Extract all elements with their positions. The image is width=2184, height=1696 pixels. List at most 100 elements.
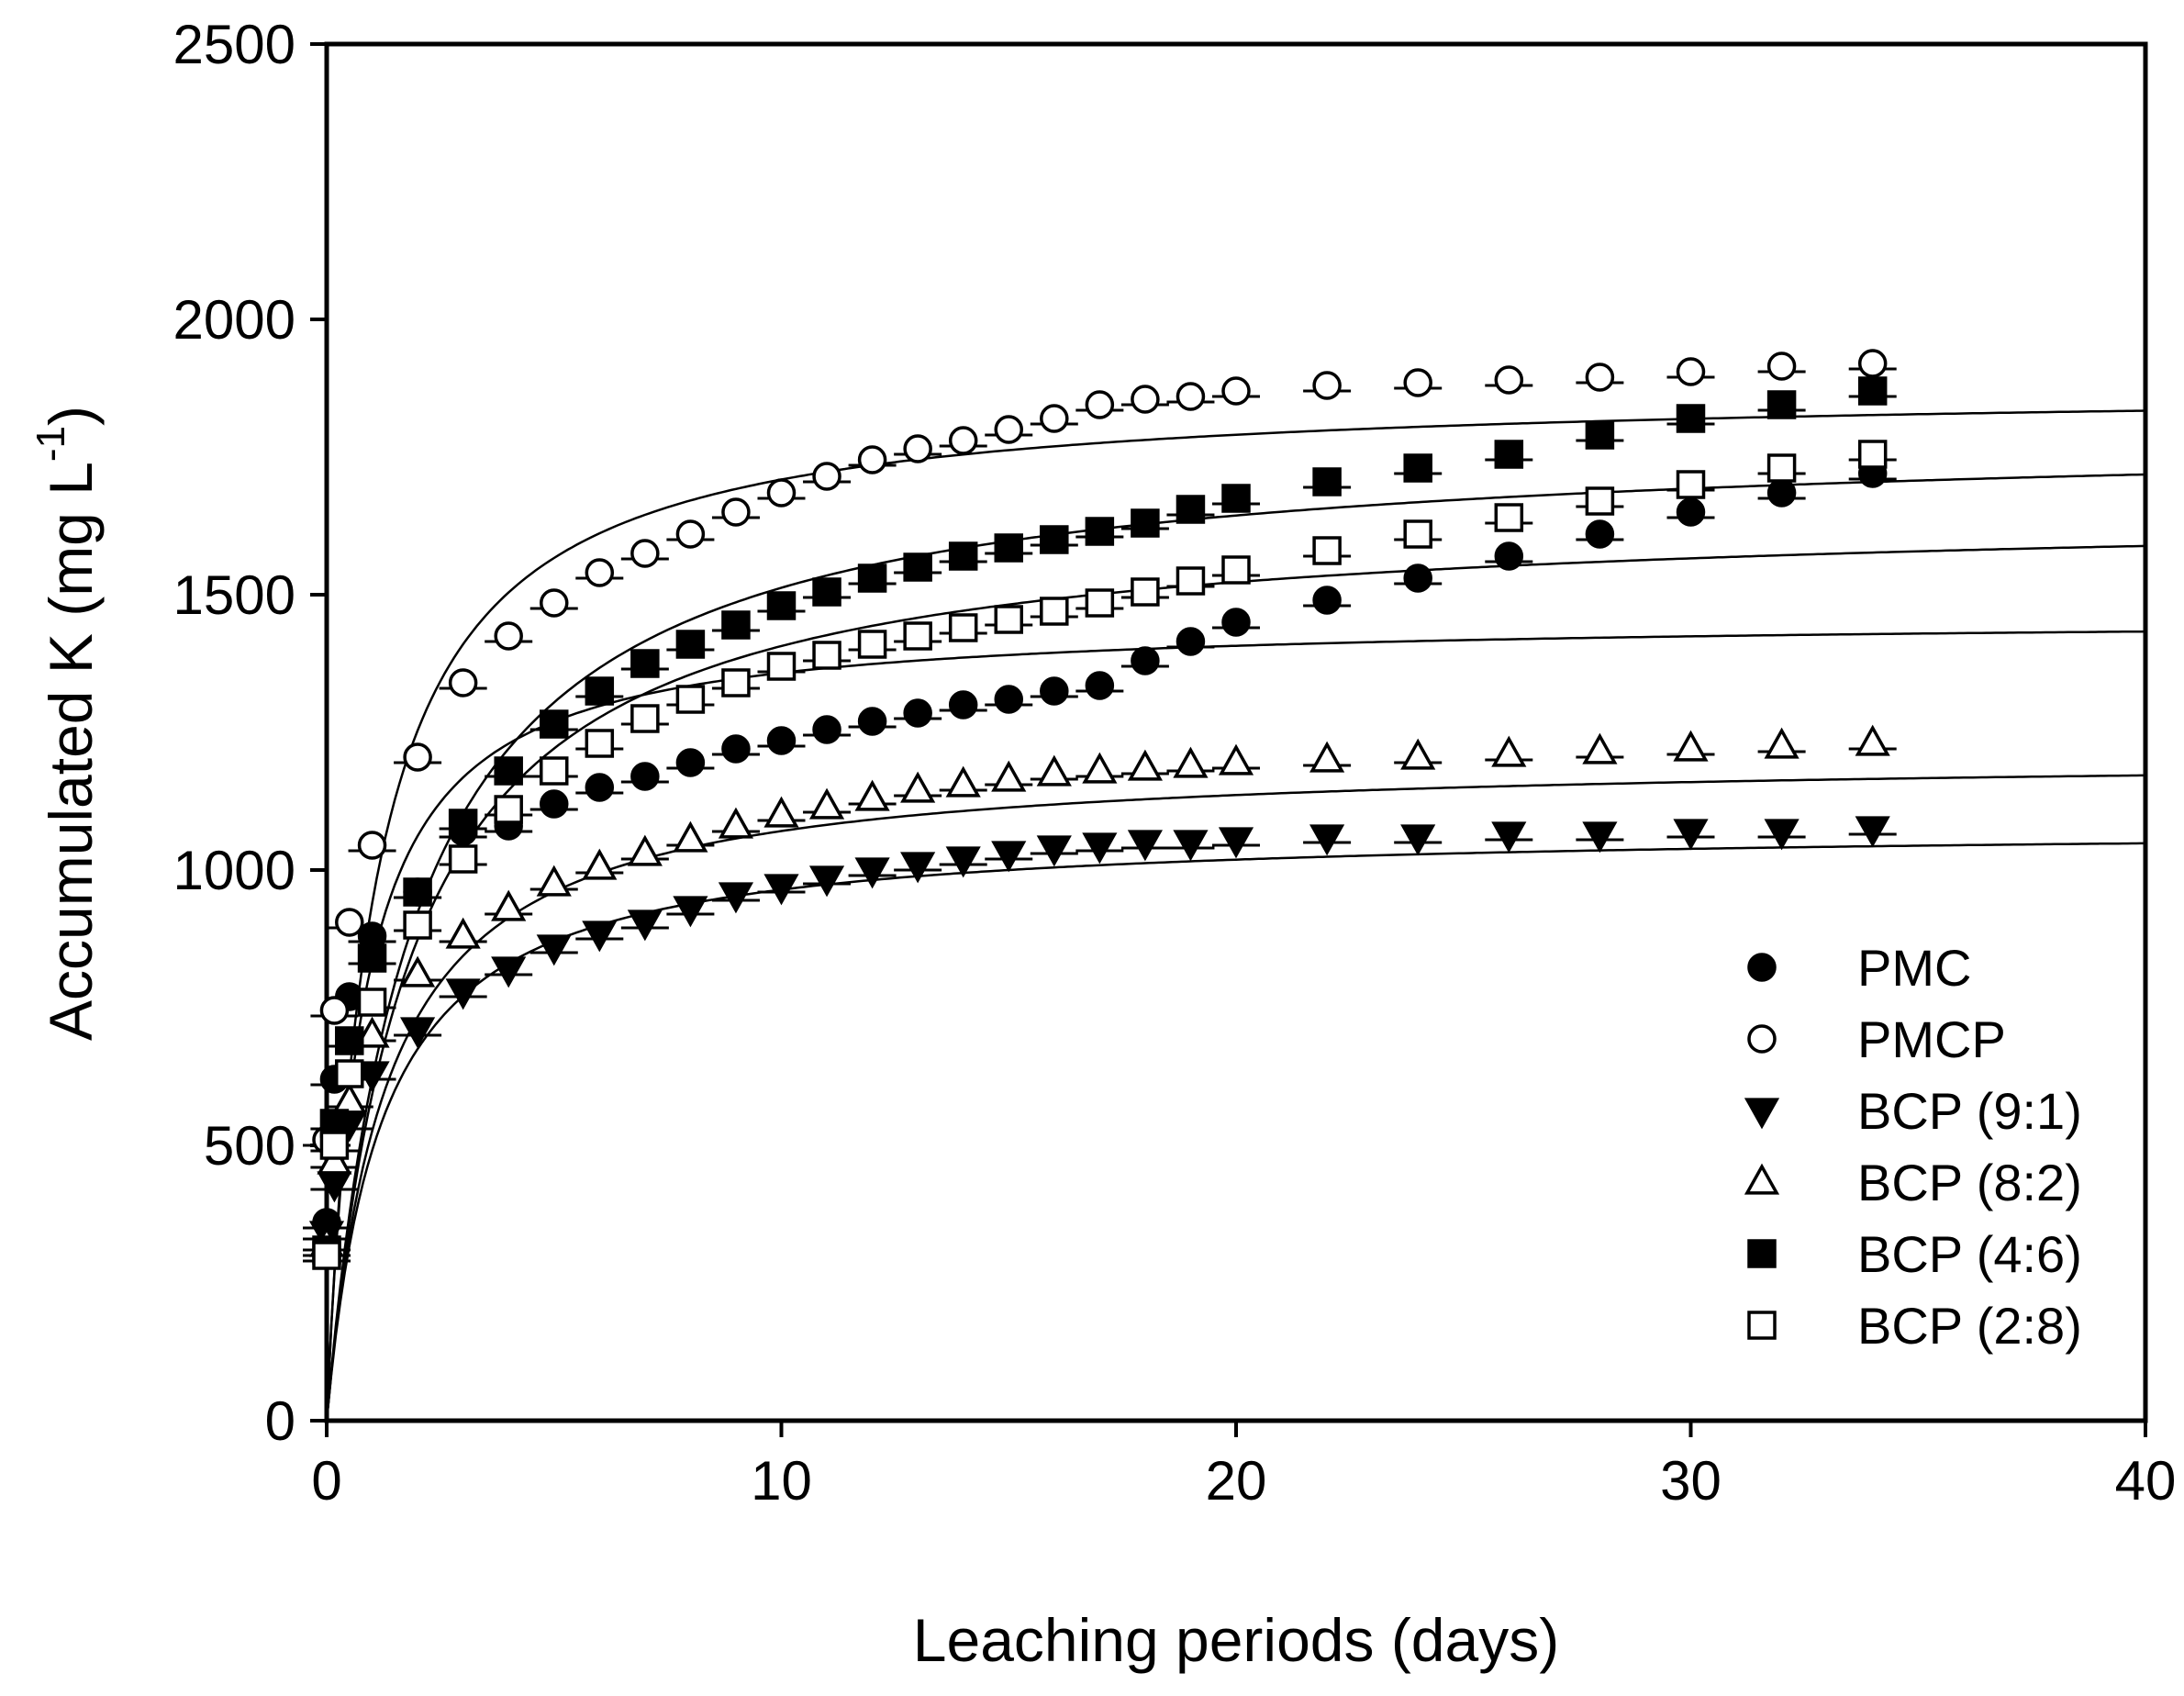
legend-marker-bcp-8-2 bbox=[1744, 1163, 1780, 1195]
y-tick-label: 2000 bbox=[173, 289, 295, 351]
point-bcp-9-1 bbox=[1173, 830, 1209, 862]
point-pmcp bbox=[630, 539, 660, 568]
x-tick-label: 40 bbox=[2115, 1450, 2177, 1512]
point-bcp-8-2 bbox=[718, 807, 754, 839]
point-bcp-9-1 bbox=[1127, 830, 1163, 862]
point-bcp-4-6 bbox=[585, 676, 615, 706]
fit-curve-pmcp bbox=[325, 409, 2146, 1422]
point-bcp-4-6 bbox=[1676, 404, 1706, 433]
point-bcp-8-2 bbox=[331, 1082, 367, 1114]
point-pmc bbox=[1131, 646, 1160, 675]
point-bcp-4-6 bbox=[948, 541, 978, 571]
point-bcp-2-8 bbox=[1585, 486, 1615, 516]
data-markers bbox=[308, 349, 1890, 1270]
point-bcp-2-8 bbox=[812, 641, 841, 670]
point-bcp-2-8 bbox=[675, 685, 706, 714]
point-pmcp bbox=[1176, 382, 1206, 411]
point-bcp-2-8 bbox=[1676, 470, 1706, 499]
point-bcp-8-2 bbox=[354, 1016, 390, 1048]
point-bcp-4-6 bbox=[540, 709, 569, 739]
point-pmc bbox=[1494, 541, 1524, 571]
point-bcp-4-6 bbox=[675, 630, 706, 659]
point-bcp-4-6 bbox=[1766, 390, 1797, 419]
point-bcp-9-1 bbox=[991, 841, 1027, 873]
point-bcp-8-2 bbox=[854, 779, 890, 811]
point-bcp-9-1 bbox=[1218, 827, 1254, 859]
point-bcp-2-8 bbox=[448, 844, 478, 874]
point-bcp-2-8 bbox=[1766, 453, 1797, 483]
point-bcp-9-1 bbox=[627, 909, 663, 942]
x-tick-label: 10 bbox=[751, 1450, 812, 1512]
point-pmc bbox=[540, 789, 569, 819]
point-bcp-2-8 bbox=[1312, 536, 1342, 565]
y-tick-label: 2500 bbox=[173, 14, 295, 75]
point-bcp-9-1 bbox=[1855, 816, 1890, 848]
point-pmcp bbox=[1221, 376, 1251, 406]
point-pmcp bbox=[1131, 385, 1160, 414]
point-pmc bbox=[1040, 676, 1069, 706]
point-bcp-4-6 bbox=[994, 533, 1023, 563]
x-tick-label: 30 bbox=[1660, 1450, 1722, 1512]
point-bcp-4-6 bbox=[1131, 508, 1160, 538]
point-bcp-2-8 bbox=[994, 605, 1023, 634]
point-bcp-4-6 bbox=[1176, 495, 1206, 524]
y-tick-label: 1500 bbox=[173, 564, 295, 626]
point-pmcp bbox=[403, 742, 432, 772]
point-bcp-9-1 bbox=[1582, 821, 1618, 854]
point-pmcp bbox=[766, 478, 797, 508]
point-bcp-2-8 bbox=[630, 704, 660, 733]
point-bcp-9-1 bbox=[536, 934, 572, 966]
point-pmc bbox=[948, 690, 978, 720]
y-tick-label: 0 bbox=[265, 1390, 295, 1452]
point-pmcp bbox=[1403, 368, 1432, 397]
point-pmc bbox=[630, 762, 660, 791]
legend-label: BCP (4:6) bbox=[1857, 1225, 2082, 1283]
point-pmc bbox=[585, 773, 615, 802]
point-bcp-4-6 bbox=[903, 552, 932, 582]
point-bcp-2-8 bbox=[319, 1131, 350, 1160]
legend-label: BCP (9:1) bbox=[1857, 1082, 2082, 1140]
point-pmc bbox=[1766, 478, 1797, 508]
point-bcp-9-1 bbox=[763, 874, 799, 906]
point-bcp-4-6 bbox=[812, 577, 841, 607]
point-bcp-2-8 bbox=[1131, 577, 1160, 607]
point-bcp-9-1 bbox=[1673, 819, 1709, 851]
point-bcp-8-2 bbox=[400, 955, 436, 987]
point-bcp-2-8 bbox=[1040, 597, 1069, 626]
point-pmcp bbox=[994, 415, 1023, 444]
point-bcp-2-8 bbox=[1085, 588, 1115, 618]
point-bcp-9-1 bbox=[354, 1061, 390, 1093]
point-pmcp bbox=[357, 831, 387, 860]
point-pmc bbox=[994, 685, 1023, 714]
point-bcp-4-6 bbox=[1312, 467, 1342, 497]
point-bcp-2-8 bbox=[540, 756, 569, 786]
point-bcp-2-8 bbox=[857, 630, 887, 659]
point-pmc bbox=[1221, 608, 1251, 637]
point-bcp-8-2 bbox=[1764, 727, 1800, 759]
point-bcp-4-6 bbox=[357, 943, 387, 973]
point-bcp-4-6 bbox=[1221, 484, 1251, 513]
point-bcp-4-6 bbox=[448, 809, 478, 838]
point-bcp-9-1 bbox=[317, 1171, 352, 1203]
point-pmc bbox=[721, 734, 751, 764]
point-bcp-2-8 bbox=[403, 910, 432, 940]
point-bcp-8-2 bbox=[1673, 730, 1709, 762]
point-pmcp bbox=[1676, 357, 1706, 386]
point-bcp-8-2 bbox=[1127, 749, 1163, 781]
x-tick-label: 20 bbox=[1206, 1450, 1267, 1512]
point-bcp-2-8 bbox=[1176, 566, 1206, 596]
point-pmc bbox=[1176, 627, 1206, 656]
point-bcp-8-2 bbox=[1218, 743, 1254, 775]
point-bcp-8-2 bbox=[1582, 732, 1618, 764]
point-bcp-9-1 bbox=[1036, 835, 1072, 867]
x-tick-label: 0 bbox=[311, 1450, 341, 1512]
point-bcp-9-1 bbox=[582, 921, 618, 953]
point-bcp-4-6 bbox=[1085, 517, 1115, 546]
error-bars bbox=[303, 367, 1897, 1263]
point-bcp-2-8 bbox=[766, 652, 797, 681]
point-pmcp bbox=[1494, 365, 1524, 395]
point-pmc bbox=[1676, 497, 1706, 527]
point-bcp-2-8 bbox=[1403, 519, 1432, 549]
point-pmcp bbox=[1040, 404, 1069, 433]
